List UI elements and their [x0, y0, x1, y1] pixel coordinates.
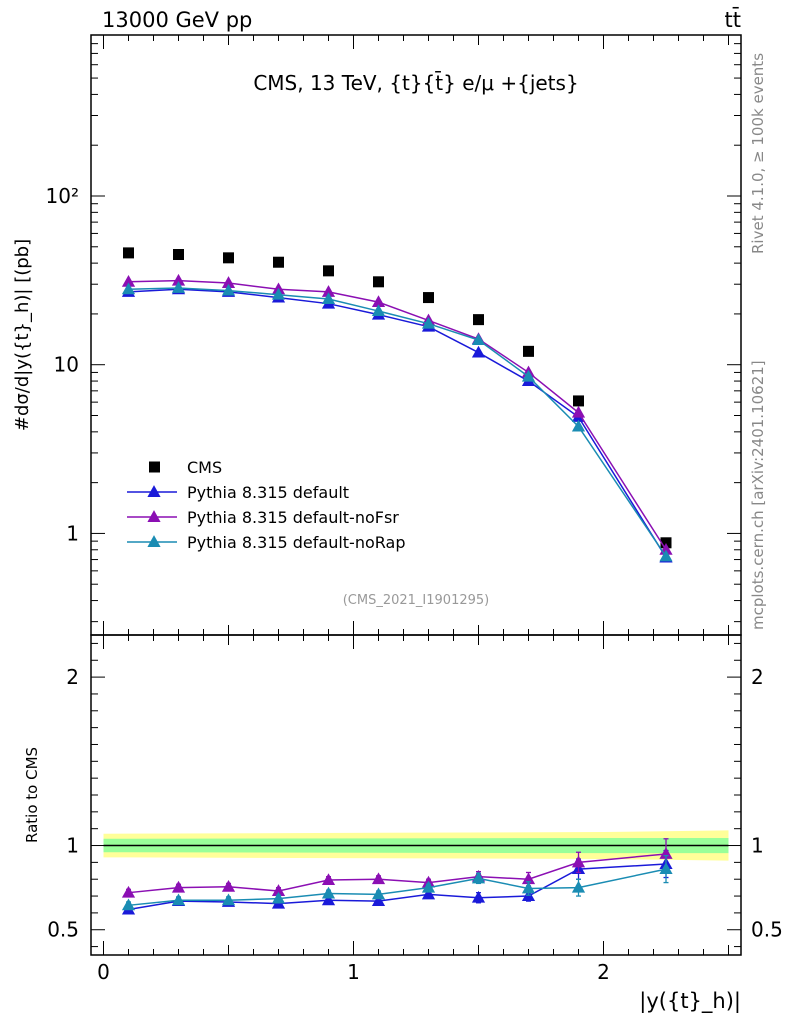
ratio-ylabel: Ratio to CMS	[23, 747, 41, 843]
ratio-data-point	[371, 894, 386, 907]
legend-marker	[149, 461, 160, 473]
legend-marker	[147, 485, 161, 497]
y-tick-label: 1	[66, 521, 79, 545]
ratio-data-point	[521, 872, 536, 885]
data-point	[471, 333, 486, 346]
ratio-panel-frame	[90, 634, 742, 956]
data-point	[273, 256, 284, 268]
legend-entry: Pythia 8.315 default	[127, 483, 349, 502]
data-point	[373, 276, 384, 288]
data-point	[521, 369, 536, 382]
data-point	[571, 405, 586, 418]
ratio-data-point	[571, 880, 586, 893]
ratio-data-point	[271, 884, 286, 896]
main-title: CMS, 13 TeV, {t}{t̄} e/μ +{jets}	[253, 70, 578, 95]
ratio-ticks: 0.5 0.5 1 1 2 2 0 1 2	[47, 635, 783, 984]
ratio-data-point	[171, 880, 186, 893]
main-ticks: 1 10 10²	[46, 34, 741, 635]
legend-entry: Pythia 8.315 default-noRap	[127, 533, 405, 552]
x-tick-label: 1	[347, 960, 360, 984]
data-point	[223, 252, 234, 264]
data-point	[121, 282, 136, 295]
ratio-data-point	[371, 887, 386, 900]
data-point	[473, 314, 484, 326]
legend-marker	[147, 535, 161, 547]
ratio-data-point	[271, 891, 286, 904]
data-point	[471, 345, 486, 358]
ratio-data-point	[171, 893, 186, 906]
ratio-data-point	[659, 847, 673, 859]
ratio-data-point	[421, 887, 436, 900]
data-point	[571, 419, 586, 432]
y-tick-label: 10²	[46, 184, 79, 208]
x-tick-label: 0	[97, 960, 110, 984]
header-left-label: 13000 GeV pp	[102, 8, 252, 32]
ratio-y-tick-label: 2	[66, 665, 79, 689]
data-point	[523, 345, 534, 357]
data-point	[573, 395, 584, 407]
mcplots-label: mcplots.cern.ch [arXiv:2401.10621]	[749, 360, 767, 630]
ratio-data-point	[659, 862, 673, 875]
legend-marker	[147, 510, 161, 522]
ratio-y-tick-label-right: 2	[751, 665, 764, 689]
ratio-data-point	[321, 886, 336, 899]
series-cms	[123, 247, 672, 549]
data-point	[421, 316, 436, 329]
data-point	[221, 276, 236, 288]
legend-label: Pythia 8.315 default-noFsr	[187, 508, 399, 527]
ratio-data-point	[471, 890, 486, 903]
ratio-series-pythia-8-315-default	[121, 849, 673, 915]
legend-entry: Pythia 8.315 default-noFsr	[127, 508, 399, 527]
header-right-label: tt̄	[725, 7, 741, 32]
ratio-y-tick-label-right: 1	[751, 834, 764, 858]
data-point	[423, 292, 434, 304]
ratio-data-point	[421, 880, 436, 893]
ratio-data-point	[221, 893, 236, 906]
data-point	[123, 247, 134, 259]
ratio-y-tick-label: 0.5	[47, 918, 79, 942]
ratio-data-point	[121, 885, 136, 898]
data-point	[371, 295, 386, 308]
rivet-version-label: Rivet 4.1.0, ≥ 100k events	[749, 53, 767, 254]
data-point	[321, 292, 336, 305]
x-tick-label: 2	[597, 960, 610, 984]
ratio-panel: 0.5 0.5 1 1 2 2 0 1 2 Ratio to CMS |y({t}_h)|	[23, 634, 783, 1014]
ratio-data-point	[571, 855, 586, 868]
ratio-y-tick-label-right: 0.5	[751, 918, 783, 942]
series-pythia-8-315-default-norap	[121, 281, 673, 562]
data-point	[121, 274, 136, 287]
ratio-data-point	[121, 898, 136, 911]
legend-label: Pythia 8.315 default	[187, 483, 349, 502]
data-point	[221, 283, 236, 296]
ratio-data-point	[471, 871, 486, 884]
main-ylabel: #dσ/d|y({t}_h)| [(pb]	[12, 239, 33, 431]
data-point	[660, 537, 672, 549]
ratio-data-point	[321, 893, 336, 906]
data-point	[171, 273, 186, 286]
ratio-data-point	[321, 873, 336, 886]
legend-entry: CMS	[149, 458, 222, 477]
ratio-data-point	[221, 879, 236, 892]
data-point	[321, 285, 336, 297]
ratio-data-point	[521, 881, 536, 894]
y-tick-label: 10	[54, 353, 79, 377]
data-point	[171, 281, 186, 293]
data-point	[371, 304, 386, 316]
legend-label: CMS	[187, 458, 222, 477]
legend-label: Pythia 8.315 default-noRap	[187, 533, 405, 552]
x-axis-label: |y({t}_h)|	[639, 989, 741, 1014]
data-point	[323, 265, 334, 277]
ratio-series-pythia-8-315-default-norap	[121, 854, 673, 911]
main-series-group	[121, 247, 673, 563]
analysis-tag: (CMS_2021_I1901295)	[343, 593, 490, 608]
data-point	[173, 249, 184, 261]
ratio-data-point	[371, 872, 386, 885]
legend: CMS Pythia 8.315 default Pythia 8.315 defa…	[127, 458, 405, 552]
ratio-series-group	[121, 838, 673, 915]
data-point	[659, 549, 673, 562]
ratio-y-tick-label: 1	[66, 834, 79, 858]
data-point	[271, 287, 286, 300]
